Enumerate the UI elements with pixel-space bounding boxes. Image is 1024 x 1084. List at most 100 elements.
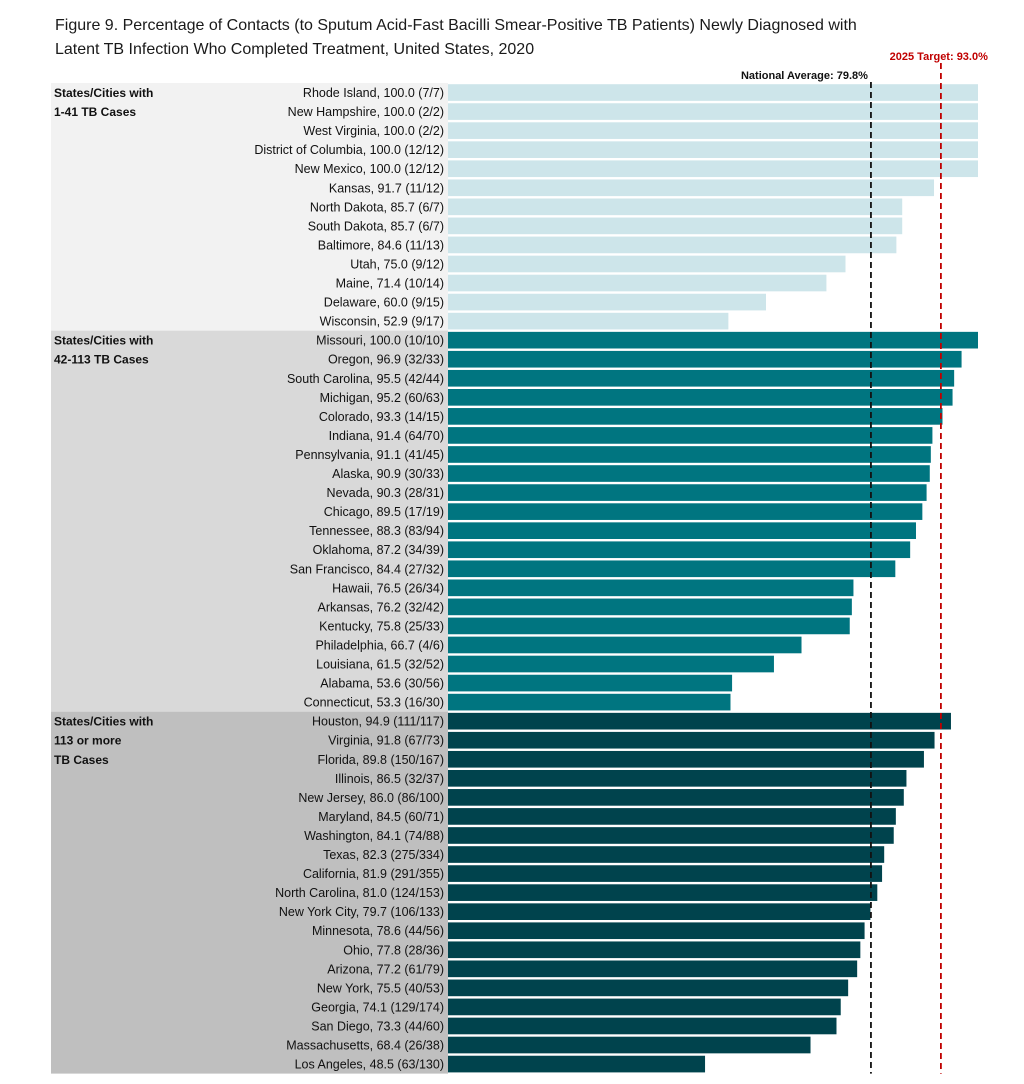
category-label-2-4: Michigan, 95.2 (60/63): [320, 391, 444, 405]
category-label-1-1: Rhode Island, 100.0 (7/7): [303, 86, 444, 100]
bar-3-13: [448, 941, 861, 959]
category-label-1-8: South Dakota, 85.7 (6/7): [308, 219, 444, 233]
category-label-2-6: Indiana, 91.4 (64/70): [329, 429, 444, 443]
category-label-2-9: Nevada, 90.3 (28/31): [327, 486, 444, 500]
bar-1-1: [448, 84, 978, 101]
bar-3-9: [448, 865, 883, 882]
bar-3-16: [448, 998, 841, 1016]
category-label-3-12: Minnesota, 78.6 (44/56): [312, 924, 444, 938]
bar-2-14: [448, 579, 854, 597]
category-label-2-20: Connecticut, 53.3 (16/30): [304, 696, 444, 710]
bar-2-3: [448, 369, 955, 387]
bar-3-2: [448, 731, 935, 749]
category-label-2-12: Oklahoma, 87.2 (34/39): [313, 543, 444, 557]
bar-2-19: [448, 674, 733, 692]
category-label-1-6: Kansas, 91.7 (11/12): [329, 181, 444, 195]
group-label-2-line-1: States/Cities with: [54, 334, 153, 348]
bar-1-10: [448, 255, 846, 273]
bar-3-5: [448, 789, 904, 806]
reference-label-1: National Average: 79.8%: [741, 70, 868, 82]
bar-2-17: [448, 636, 802, 654]
bar-3-19: [448, 1055, 706, 1073]
bar-3-3: [448, 750, 924, 768]
category-label-3-18: Massachusetts, 68.4 (26/38): [286, 1039, 444, 1053]
category-label-1-5: New Mexico, 100.0 (12/12): [295, 162, 444, 176]
category-label-1-13: Wisconsin, 52.9 (9/17): [320, 315, 444, 329]
category-label-2-14: Hawaii, 76.5 (26/34): [332, 581, 444, 595]
category-label-3-11: New York City, 79.7 (106/133): [279, 905, 444, 919]
category-label-2-10: Chicago, 89.5 (17/19): [324, 505, 444, 519]
bar-2-20: [448, 693, 731, 711]
bar-2-13: [448, 560, 896, 578]
bar-1-3: [448, 122, 978, 139]
category-label-3-13: Ohio, 77.8 (28/36): [343, 943, 444, 957]
category-label-3-5: New Jersey, 86.0 (86/100): [298, 791, 444, 805]
bar-1-6: [448, 179, 935, 197]
bar-3-10: [448, 884, 878, 901]
category-label-1-4: District of Columbia, 100.0 (12/12): [254, 143, 444, 157]
category-label-3-14: Arizona, 77.2 (61/79): [327, 962, 444, 976]
group-band-2: [51, 330, 448, 712]
category-label-1-10: Utah, 75.0 (9/12): [350, 257, 444, 271]
chart-title-line-1: Figure 9. Percentage of Contacts (to Spu…: [55, 17, 857, 34]
category-label-2-11: Tennessee, 88.3 (83/94): [309, 524, 444, 538]
bar-2-1: [448, 331, 978, 349]
bar-1-13: [448, 312, 729, 330]
category-label-2-13: San Francisco, 84.4 (27/32): [290, 562, 444, 576]
bar-1-11: [448, 274, 827, 292]
category-label-3-6: Maryland, 84.5 (60/71): [318, 810, 444, 824]
category-label-2-15: Arkansas, 76.2 (32/42): [318, 600, 444, 614]
bar-3-15: [448, 979, 849, 997]
bar-3-12: [448, 922, 865, 940]
category-label-3-3: Florida, 89.8 (150/167): [318, 753, 444, 767]
bar-1-4: [448, 141, 978, 158]
group-band-3: [51, 711, 448, 1074]
category-label-2-3: South Carolina, 95.5 (42/44): [287, 372, 444, 386]
group-label-1-line-1: States/Cities with: [54, 86, 153, 100]
category-label-1-11: Maine, 71.4 (10/14): [336, 277, 444, 291]
bar-1-12: [448, 293, 766, 311]
bar-3-14: [448, 960, 858, 978]
category-label-3-9: California, 81.9 (291/355): [303, 867, 444, 881]
bar-1-8: [448, 217, 903, 235]
group-label-3-line-1: States/Cities with: [54, 715, 153, 729]
group-label-3-line-3: TB Cases: [54, 753, 109, 767]
group-label-1-line-2: 1-41 TB Cases: [54, 105, 136, 119]
category-label-3-4: Illinois, 86.5 (32/37): [335, 772, 444, 786]
category-label-1-12: Delaware, 60.0 (9/15): [324, 296, 444, 310]
bar-3-4: [448, 770, 907, 787]
bar-3-17: [448, 1017, 837, 1035]
category-label-3-8: Texas, 82.3 (275/334): [323, 848, 444, 862]
bar-2-16: [448, 617, 850, 635]
category-label-2-7: Pennsylvania, 91.1 (41/45): [295, 448, 444, 462]
category-label-3-1: Houston, 94.9 (111/117): [312, 715, 444, 729]
bar-1-5: [448, 160, 978, 178]
category-label-3-19: Los Angeles, 48.5 (63/130): [295, 1058, 444, 1072]
group-band-1: [51, 83, 448, 331]
category-label-2-19: Alabama, 53.6 (30/56): [320, 677, 444, 691]
bar-2-18: [448, 655, 774, 673]
category-label-3-16: Georgia, 74.1 (129/174): [311, 1000, 444, 1014]
category-label-2-16: Kentucky, 75.8 (25/33): [319, 619, 444, 633]
category-label-1-9: Baltimore, 84.6 (11/13): [318, 238, 444, 252]
bar-2-2: [448, 350, 962, 368]
category-label-3-10: North Carolina, 81.0 (124/153): [275, 886, 444, 900]
bar-2-12: [448, 541, 911, 559]
bar-2-9: [448, 484, 927, 501]
group-label-2-line-2: 42-113 TB Cases: [54, 353, 149, 367]
category-label-1-7: North Dakota, 85.7 (6/7): [310, 200, 444, 214]
category-label-3-17: San Diego, 73.3 (44/60): [311, 1019, 444, 1033]
chart-title: Figure 9. Percentage of Contacts (to Spu…: [55, 14, 955, 62]
reference-label-2: 2025 Target: 93.0%: [890, 51, 988, 63]
bar-1-7: [448, 198, 903, 216]
bar-3-1: [448, 712, 951, 730]
bar-2-5: [448, 408, 943, 425]
bar-3-7: [448, 827, 894, 844]
bar-2-7: [448, 446, 931, 463]
category-label-2-8: Alaska, 90.9 (30/33): [332, 467, 444, 481]
bar-2-15: [448, 598, 852, 616]
bar-1-2: [448, 103, 978, 120]
group-label-3-line-2: 113 or more: [54, 734, 122, 748]
bar-2-6: [448, 427, 933, 444]
